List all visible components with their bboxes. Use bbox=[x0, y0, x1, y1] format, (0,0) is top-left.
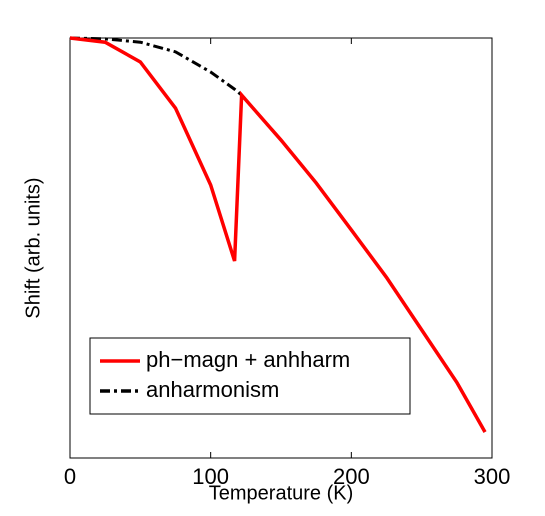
legend-label: ph−magn + anhharm bbox=[146, 347, 350, 372]
x-tick-label: 200 bbox=[333, 464, 370, 489]
x-tick-label: 300 bbox=[474, 464, 511, 489]
x-tick-label: 100 bbox=[192, 464, 229, 489]
legend-box bbox=[89, 337, 411, 415]
legend-label: anharmonism bbox=[146, 377, 279, 402]
x-axis-label: Temperature (K) bbox=[209, 482, 354, 504]
x-tick-label: 0 bbox=[64, 464, 76, 489]
plot-frame bbox=[69, 37, 493, 459]
y-axis-label: Shift (arb. units) bbox=[22, 177, 44, 318]
line-series bbox=[69, 36, 487, 433]
